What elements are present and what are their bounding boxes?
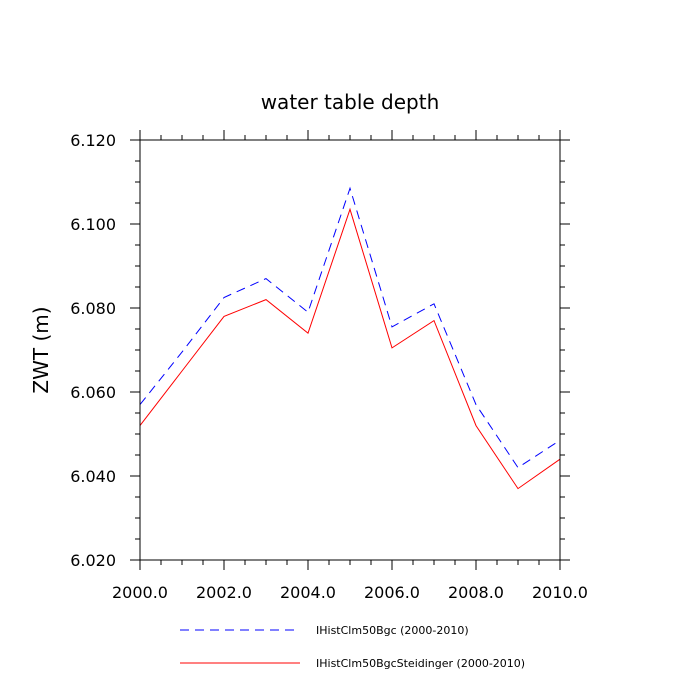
series-line-ihistclm50bgc [139,186,561,469]
series-line-ihistclm50bgcsteidinger [139,207,561,490]
tick-labels: 2000.0 2002.0 2004.0 2006.0 2008.0 2010.0 6.02… [70,131,588,602]
y-tick-label: 6.080 [70,299,116,318]
x-tick-label: 2006.0 [364,583,420,602]
x-tick-label: 2002.0 [196,583,252,602]
y-tick-label: 6.120 [70,131,116,150]
legend: IHistClm50Bgc (2000-2010) IHistClm50BgcSt… [180,624,525,670]
plot-frame [139,139,561,561]
series-layer [139,186,561,490]
x-tick-label: 2008.0 [448,583,504,602]
y-tick-label: 6.040 [70,467,116,486]
axis-ticks [130,130,570,570]
legend-label: IHistClm50Bgc (2000-2010) [316,624,469,637]
y-tick-label: 6.060 [70,383,116,402]
y-tick-label: 6.020 [70,551,116,570]
x-tick-label: 2004.0 [280,583,336,602]
chart-title: water table depth [261,90,440,114]
y-tick-label: 6.100 [70,215,116,234]
legend-label: IHistClm50BgcSteidinger (2000-2010) [316,657,525,670]
x-tick-label: 2000.0 [112,583,168,602]
y-axis-label: ZWT (m) [29,306,53,393]
x-tick-label: 2010.0 [532,583,588,602]
